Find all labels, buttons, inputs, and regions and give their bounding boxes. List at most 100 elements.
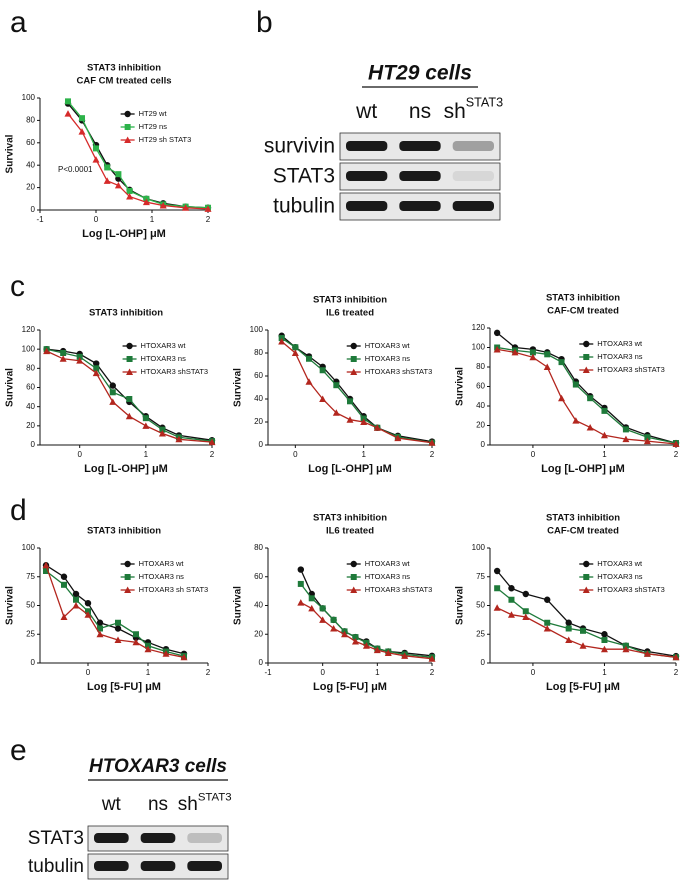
marker [579,642,587,649]
marker [558,359,565,366]
y-tick-label: 75 [476,572,485,581]
y-tick-label: 80 [476,362,485,371]
marker [142,198,150,206]
marker [507,611,515,618]
marker [319,395,327,402]
band [346,201,388,211]
marker [114,181,122,189]
marker [114,625,122,632]
marker [159,426,166,433]
y-tick-label: 50 [26,601,35,610]
legend-label: HTOXAR3 shSTAT3 [597,365,665,374]
blot-title: HT29 cells [368,62,472,85]
marker [278,338,286,345]
chart-title: STAT3 inhibition [89,308,163,319]
marker [565,625,572,632]
marker [529,353,537,361]
marker [291,349,299,356]
marker [394,434,402,442]
marker [622,645,630,653]
marker [43,568,49,574]
x-tick-label: 2 [206,668,211,677]
chart-title: CAF CM treated cells [76,76,171,87]
marker [565,636,573,643]
marker [319,605,326,612]
series-line [46,348,213,441]
marker [622,435,630,443]
legend-label: HTOXAR3 wt [597,559,643,568]
marker [494,585,501,592]
marker [43,347,51,355]
x-tick-label: 0 [94,215,99,224]
marker [347,398,353,405]
y-tick-label: 60 [26,383,35,392]
x-tick-label: 2 [206,215,211,224]
legend-label: HTOXAR3 shSTAT3 [597,585,665,594]
y-tick-label: 40 [254,394,263,403]
marker [124,586,132,593]
y-tick-label: 0 [259,440,264,449]
lane-name: sh [178,794,198,815]
marker [384,649,392,656]
marker [493,345,501,353]
lane-name: wt [355,100,377,123]
y-axis-label: Survival [5,134,16,173]
legend-label: HTOXAR3 ns [141,354,187,363]
marker [332,409,340,416]
marker [109,389,116,396]
x-tick-label: 1 [361,450,366,459]
y-tick-label: 0 [31,658,36,667]
marker [109,382,116,389]
marker [582,366,590,373]
band [94,861,129,871]
x-tick-label: 1 [602,668,607,677]
marker [103,177,111,184]
marker [493,567,501,575]
marker [175,435,183,443]
lane-label: shSTAT3 [444,96,504,123]
y-tick-label: 60 [254,572,263,581]
marker [132,638,140,646]
marker [583,354,590,360]
marker [643,650,651,657]
marker [142,422,150,429]
marker [308,595,315,602]
marker [350,356,357,362]
y-axis-label: Survival [233,368,244,407]
legend-label: HTOXAR3 ns [365,354,411,363]
legend-label: HTOXAR3 wt [141,341,187,350]
row-label: tubulin [273,195,335,218]
x-axis-label: Log [5-FU] μM [313,681,387,693]
band [140,861,176,871]
marker [60,350,67,356]
legend-label: HTOXAR3 sh STAT3 [139,585,209,594]
marker [600,431,608,439]
legend-label: HT29 sh STAT3 [139,135,192,144]
marker [346,416,354,423]
marker [126,356,133,362]
marker [84,611,92,618]
marker [92,369,100,377]
marker [572,417,580,424]
marker [643,437,651,445]
chart-title: CAF-CM treated [547,526,619,537]
marker [96,630,104,638]
legend-label: HTOXAR3 wt [139,559,185,568]
marker [350,586,358,593]
band [140,833,176,843]
chart-title: STAT3 inhibition [313,295,387,306]
marker [352,634,359,641]
x-tick-label: -1 [36,215,44,224]
marker [582,586,590,593]
marker [162,650,170,657]
marker [61,581,67,588]
x-tick-label: 1 [146,668,151,677]
marker [373,424,381,431]
series-line [496,570,677,657]
lane-label: shSTAT3 [178,791,232,815]
lane-name: ns [148,794,168,815]
marker [109,398,117,405]
band [399,171,441,181]
x-axis-label: Log [5-FU] μM [546,681,620,693]
